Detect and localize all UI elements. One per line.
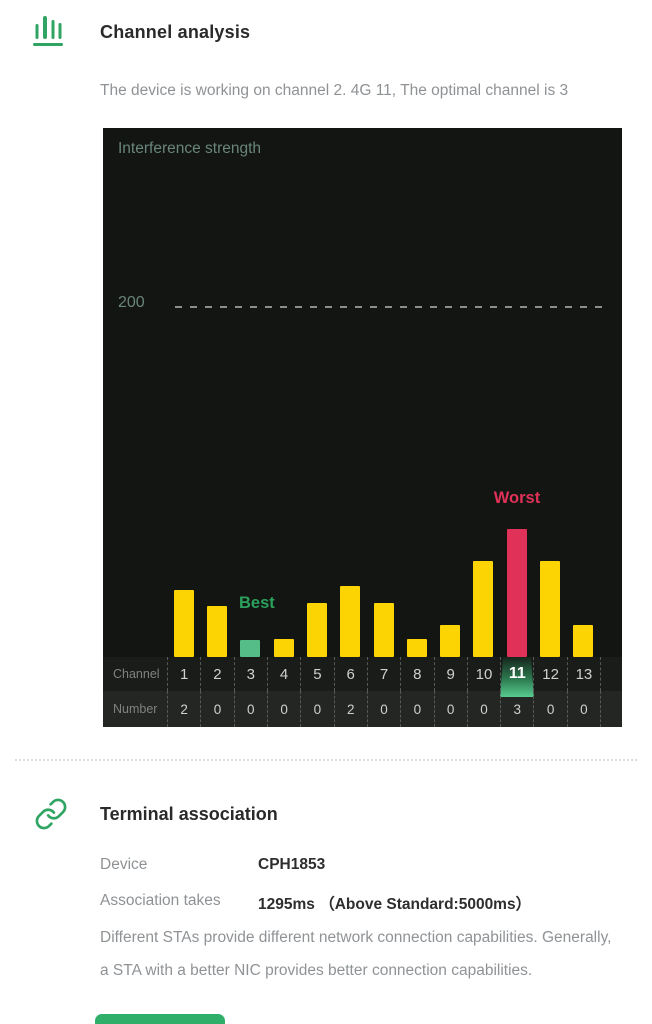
bar-channel-2 [206, 606, 227, 657]
channel-cell-2: 2 [200, 657, 233, 691]
channel-cell-3: 3 [233, 657, 267, 691]
terminal-association-title: Terminal association [100, 804, 278, 824]
channel-axis-row: Channel 1 2 3 4 5 6 7 8 9 10 11 12 13 [103, 657, 622, 691]
chain-link-icon [35, 798, 67, 830]
reference-line-label: 200 [118, 294, 145, 311]
number-cell-6: 2 [333, 691, 367, 727]
device-value: CPH1853 [258, 856, 326, 873]
bar-channel-12 [540, 561, 561, 657]
channel-summary-text: The device is working on channel 2. 4G 1… [100, 82, 569, 99]
bar-channel-13 [573, 625, 594, 657]
channel-cell-1: 1 [167, 657, 200, 691]
sta-description-text: Different STAs provide different network… [100, 929, 612, 979]
channel-cell-6: 6 [333, 657, 367, 691]
bar-channel-10 [473, 561, 494, 657]
device-label: Device [100, 856, 148, 873]
bar-channel-1 [173, 590, 194, 657]
number-cell-7: 0 [366, 691, 400, 727]
number-cell-2: 0 [200, 691, 233, 727]
channel-cell-12: 12 [533, 657, 566, 691]
bar-channel-4 [273, 639, 294, 657]
association-takes-label: Association takes [100, 892, 221, 909]
channel-cell-11: 11 [500, 657, 533, 691]
number-cell-10: 0 [466, 691, 500, 727]
best-channel-label: Best [239, 594, 275, 612]
bottom-partial-green-bar [95, 1014, 225, 1024]
number-cell-9: 0 [433, 691, 467, 727]
number-row-spacer [600, 691, 622, 727]
channel-cell-13: 13 [566, 657, 600, 691]
number-cell-12: 0 [533, 691, 566, 727]
channel-cell-5: 5 [300, 657, 333, 691]
chart-title: Interference strength [118, 140, 262, 157]
device-row: Device CPH1853 [100, 856, 620, 874]
number-cell-1: 2 [167, 691, 200, 727]
association-takes-row: Association takes 1295ms （Above Standard… [100, 892, 620, 914]
channel-cell-10: 10 [466, 657, 500, 691]
worst-channel-highlight [500, 657, 534, 697]
worst-channel-label: Worst [493, 489, 541, 507]
dotted-divider [15, 759, 637, 761]
number-cell-13: 0 [566, 691, 600, 727]
bar-channel-8 [406, 639, 427, 657]
channel-row-spacer [600, 657, 622, 691]
channel-cell-4: 4 [266, 657, 300, 691]
bar-channel-9 [440, 625, 461, 657]
channel-cell-7: 7 [366, 657, 400, 691]
number-cell-5: 0 [300, 691, 333, 727]
chart-plot [103, 128, 622, 657]
bar-channel-7 [373, 603, 394, 657]
channel-row-label: Channel [113, 667, 160, 681]
association-takes-value: 1295ms （Above Standard:5000ms） [258, 896, 532, 913]
bar-channel-3 [240, 640, 261, 657]
number-row-label: Number [113, 702, 158, 716]
bar-chart-icon [33, 16, 63, 46]
channel-cells: 1 2 3 4 5 6 7 8 9 10 11 12 13 [167, 657, 600, 691]
number-cell-4: 0 [266, 691, 300, 727]
channel-cell-9: 9 [433, 657, 467, 691]
number-cell-3: 0 [233, 691, 267, 727]
reference-dashed-line [175, 306, 609, 308]
number-cell-11: 3 [500, 691, 533, 727]
bar-channel-11 [506, 529, 527, 657]
bar-channel-6 [340, 586, 361, 657]
page-title: Channel analysis [100, 22, 251, 42]
interference-chart-panel: Interference strength 200 Best Worst Cha… [103, 128, 622, 727]
channel-cell-8: 8 [400, 657, 433, 691]
bar-channel-5 [306, 603, 327, 657]
number-cell-8: 0 [400, 691, 433, 727]
